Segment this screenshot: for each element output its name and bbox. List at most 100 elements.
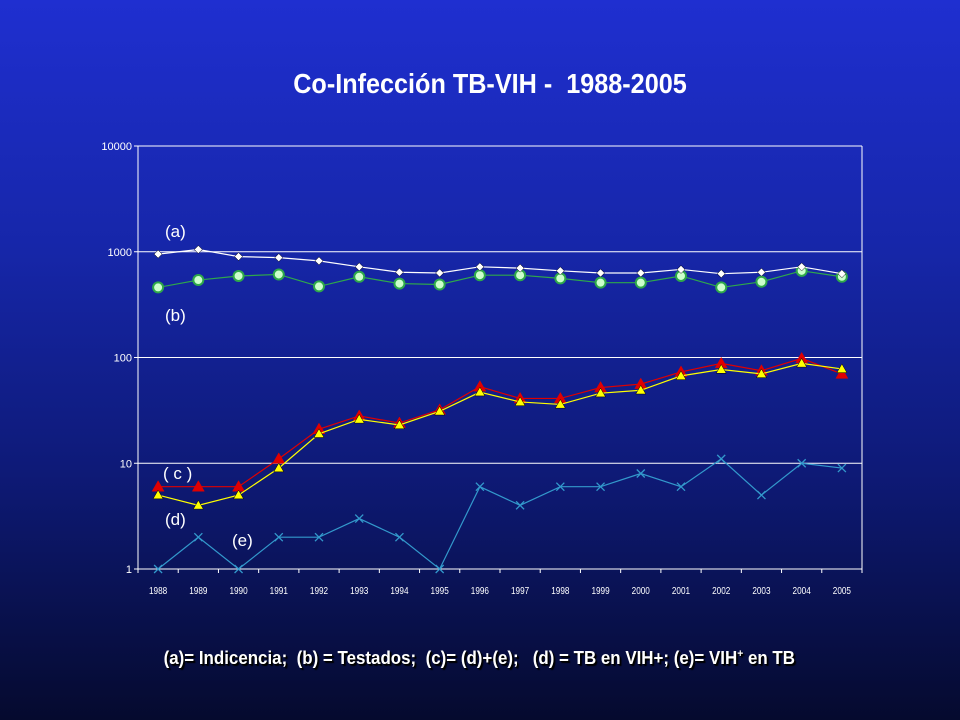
data-point (634, 276, 647, 289)
x-tick-label: 1992 (310, 585, 328, 596)
data-point (514, 396, 526, 406)
x-tick-label: 2003 (752, 585, 770, 596)
data-point (474, 386, 486, 397)
data-point (274, 253, 284, 262)
series-labels: (a) (b) ( c ) (d) (e) (163, 222, 253, 550)
data-point (596, 268, 605, 278)
data-point (435, 268, 445, 278)
data-point (353, 270, 366, 283)
x-tick-label: 1994 (390, 585, 408, 596)
x-tick-label: 1998 (551, 585, 569, 596)
data-point (473, 269, 486, 282)
series-label: (b) (165, 306, 186, 325)
x-tick-labels: 1988 1989 1990 1991 1992 1993 1994 1995 1996 1997… (149, 585, 851, 596)
data-point (716, 269, 726, 279)
data-point (193, 532, 203, 542)
data-point (433, 278, 446, 291)
data-point (393, 277, 406, 290)
data-point (234, 252, 243, 261)
data-point (596, 482, 606, 492)
x-tick-label: 1995 (431, 585, 449, 596)
data-point (233, 489, 244, 500)
x-tick-label: 1997 (511, 585, 529, 596)
data-point (234, 564, 244, 574)
data-point (152, 489, 164, 500)
data-point (676, 265, 686, 274)
data-point (515, 500, 525, 510)
series-e (153, 454, 847, 574)
data-point (595, 387, 606, 398)
data-point (153, 249, 163, 259)
series-label: (d) (165, 510, 186, 529)
data-point (434, 405, 446, 416)
y-tick-labels: 1 10 100 1000 10000 (101, 141, 132, 576)
x-tick-label: 1991 (270, 585, 288, 596)
data-point (555, 482, 565, 492)
chart-series (151, 245, 849, 574)
series-line (157, 458, 842, 570)
x-tick-label: 1993 (350, 585, 368, 596)
data-point (394, 532, 404, 542)
data-point (232, 269, 245, 282)
data-point (314, 532, 324, 542)
chart-title: Co-Infección TB-VIH - 1988-2005 (293, 68, 687, 99)
data-point (837, 269, 847, 279)
data-point (313, 280, 325, 293)
data-point (274, 532, 284, 542)
series-d (152, 357, 848, 510)
x-tick-label: 1999 (591, 585, 609, 596)
chart-gridlines (138, 145, 862, 570)
footnote-superscript: + (737, 648, 744, 660)
x-tick-label: 2004 (793, 585, 811, 596)
data-point (272, 268, 285, 281)
data-point (395, 267, 404, 277)
data-point (635, 384, 647, 395)
y-tick-label: 1 (126, 564, 132, 576)
data-point (755, 275, 768, 288)
footnote-text: (a)= Indicencia; (b) = Testados; (c)= (d… (163, 648, 738, 668)
data-point (676, 482, 686, 492)
series-b (152, 264, 848, 294)
data-point (193, 245, 203, 254)
series-a (153, 245, 847, 279)
data-point (756, 490, 766, 500)
chart-axes (134, 145, 863, 573)
data-point (756, 368, 767, 378)
data-point (796, 357, 808, 368)
data-point (715, 281, 728, 294)
series-label: (e) (232, 531, 253, 550)
data-point (555, 266, 565, 276)
data-point (636, 268, 646, 278)
data-point (192, 274, 205, 287)
data-point (353, 413, 365, 424)
data-point (515, 263, 525, 273)
y-tick-label: 1000 (108, 247, 132, 259)
data-point (675, 370, 687, 380)
series-line (158, 357, 843, 488)
x-tick-label: 2000 (632, 585, 650, 596)
data-point (757, 267, 766, 277)
data-point (273, 462, 285, 473)
footnote-text-end: en TB (743, 648, 795, 668)
data-point (475, 262, 485, 272)
data-point (435, 564, 445, 574)
x-tick-label: 1990 (229, 585, 247, 596)
data-point (836, 363, 848, 373)
y-tick-label: 100 (114, 353, 132, 365)
data-point (554, 398, 566, 409)
data-point (837, 463, 847, 473)
data-point (835, 367, 849, 379)
series-line (157, 362, 842, 506)
data-point (314, 256, 324, 266)
series-line (158, 270, 842, 289)
x-tick-label: 2005 (833, 585, 851, 596)
x-tick-label: 2001 (672, 585, 690, 596)
data-point (797, 458, 807, 468)
series-label: (a) (165, 222, 186, 241)
data-point (797, 262, 807, 272)
data-point (191, 480, 205, 492)
data-point (354, 262, 364, 272)
x-tick-label: 2002 (712, 585, 730, 596)
data-point (153, 564, 163, 574)
